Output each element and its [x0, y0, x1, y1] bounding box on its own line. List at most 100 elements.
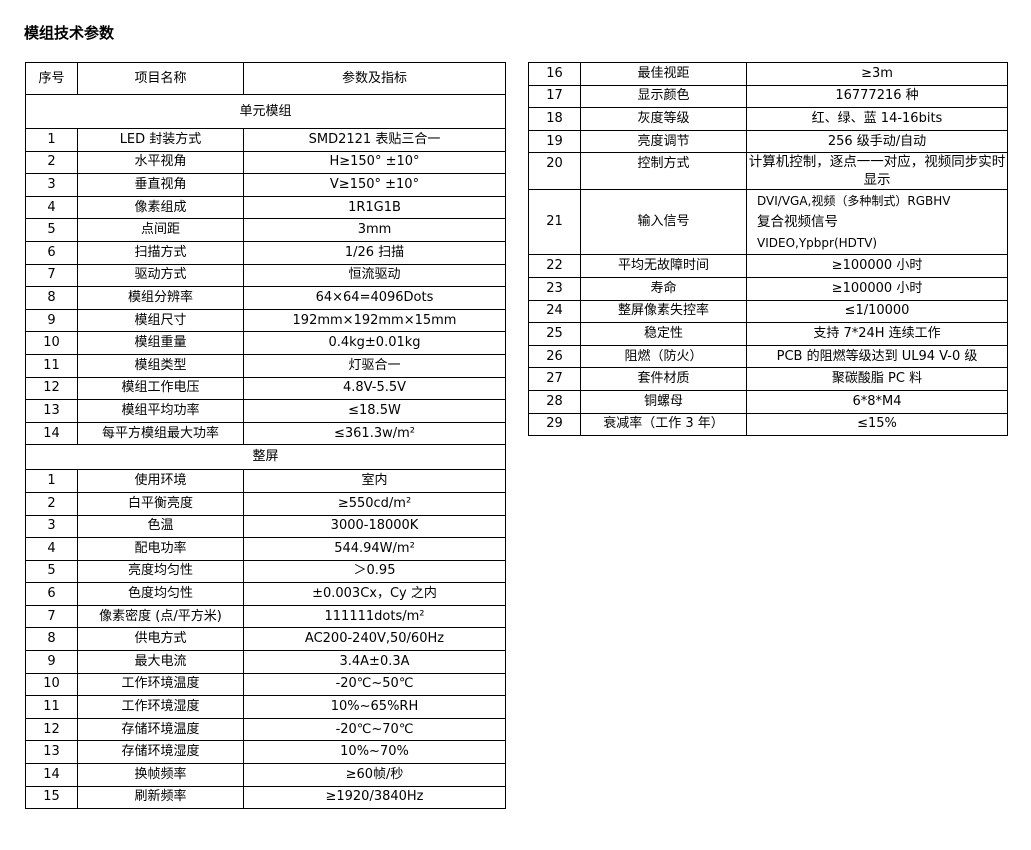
cell-item: 刷新频率	[77, 785, 244, 810]
cell-value: 1R1G1B	[243, 195, 506, 220]
cell-item: 像素密度 (点/平方米)	[77, 604, 244, 629]
cell-value: ≤18.5W	[243, 399, 506, 423]
cell-no: 29	[528, 412, 581, 437]
cell-item: 水平视角	[77, 150, 244, 175]
cell-item: 存储环境温度	[77, 717, 244, 742]
table-row: 19 亮度调节 256 级手动/自动	[528, 129, 1008, 154]
cell-item: 平均无故障时间	[580, 254, 747, 278]
cell-value: 16777216 种	[746, 84, 1008, 109]
section-screen: 整屏	[25, 444, 506, 471]
cell-item: 点间距	[77, 218, 244, 242]
cell-value: ≥550cd/m²	[243, 491, 506, 516]
cell-value: 544.94W/m²	[243, 537, 506, 561]
cell-value: 10%~70%	[243, 740, 506, 765]
table-row: 1 使用环境 室内	[25, 469, 506, 493]
cell-no: 8	[25, 627, 78, 652]
cell-no: 15	[25, 785, 78, 810]
page-title: 模组技术参数	[24, 24, 115, 42]
cell-no: 1	[25, 128, 78, 152]
cell-item: 存储环境湿度	[77, 740, 244, 765]
cell-no: 19	[528, 129, 581, 154]
cell-item: 衰减率（工作 3 年）	[580, 412, 747, 437]
cell-item: 垂直视角	[77, 173, 244, 197]
cell-no: 20	[528, 152, 581, 191]
cell-no: 5	[25, 559, 78, 584]
cell-no: 4	[25, 195, 78, 220]
table-row: 16 最佳视距 ≥3m	[528, 62, 1008, 86]
table-row: 1 LED 封装方式 SMD2121 表贴三合一	[25, 128, 506, 152]
cell-item: 最佳视距	[580, 62, 747, 86]
cell-item: 像素组成	[77, 195, 244, 220]
cell-item: 色温	[77, 514, 244, 539]
cell-value: 室内	[243, 469, 506, 493]
cell-item: 铜螺母	[580, 389, 747, 414]
table-row: 14 每平方模组最大功率 ≤361.3w/m²	[25, 421, 506, 446]
cell-no: 14	[25, 421, 78, 446]
cell-value: ＞0.95	[243, 559, 506, 584]
cell-value: 支持 7*24H 连续工作	[746, 322, 1008, 346]
cell-no: 26	[528, 344, 581, 369]
table-row: 11 工作环境湿度 10%~65%RH	[25, 695, 506, 719]
cell-item: 模组平均功率	[77, 399, 244, 423]
table-row: 29 衰减率（工作 3 年） ≤15%	[528, 412, 1008, 437]
cell-no: 25	[528, 322, 581, 346]
table-row: 7 像素密度 (点/平方米) 111111dots/m²	[25, 604, 506, 629]
cell-item: 亮度调节	[580, 129, 747, 154]
cell-item: 工作环境温度	[77, 672, 244, 697]
table-row: 8 模组分辨率 64×64=4096Dots	[25, 286, 506, 310]
cell-item: 套件材质	[580, 367, 747, 391]
table-row: 27 套件材质 聚碳酸脂 PC 料	[528, 367, 1008, 391]
cell-item: 扫描方式	[77, 240, 244, 265]
cell-value: ≤361.3w/m²	[243, 421, 506, 446]
cell-no: 4	[25, 537, 78, 561]
table-row: 5 亮度均匀性 ＞0.95	[25, 559, 506, 584]
cell-no: 13	[25, 399, 78, 423]
cell-item: 模组重量	[77, 331, 244, 355]
cell-value: ≥60帧/秒	[243, 763, 506, 787]
cell-no: 2	[25, 491, 78, 516]
cell-no: 3	[25, 514, 78, 539]
cell-no: 22	[528, 254, 581, 278]
cell-no: 11	[25, 353, 78, 378]
cell-item: 每平方模组最大功率	[77, 421, 244, 446]
cell-item: 驱动方式	[77, 263, 244, 288]
cell-item: 显示颜色	[580, 84, 747, 109]
table-row: 5 点间距 3mm	[25, 218, 506, 242]
cell-no: 16	[528, 62, 581, 86]
table-row: 17 显示颜色 16777216 种	[528, 84, 1008, 109]
cell-item: 灰度等级	[580, 107, 747, 131]
cell-item: 模组类型	[77, 353, 244, 378]
table-row: 2 白平衡亮度 ≥550cd/m²	[25, 491, 506, 516]
cell-value: ≥3m	[746, 62, 1008, 86]
cell-item: 模组分辨率	[77, 286, 244, 310]
cell-no: 6	[25, 240, 78, 265]
table-row: 7 驱动方式 恒流驱动	[25, 263, 506, 288]
table-row: 6 色度均匀性 ±0.003Cx，Cy 之内	[25, 582, 506, 606]
table-row: 9 最大电流 3.4A±0.3A	[25, 650, 506, 674]
cell-value: DVI/VGA,视频（多种制式）RGBHV 复合视频信号 VIDEO,Ypbpr(H…	[746, 189, 1008, 256]
cell-value: 计算机控制，逐点一一对应，视频同步实时显示	[746, 152, 1008, 191]
cell-no: 27	[528, 367, 581, 391]
cell-no: 17	[528, 84, 581, 109]
cell-item: 亮度均匀性	[77, 559, 244, 584]
header-value: 参数及指标	[243, 62, 506, 95]
header-item: 项目名称	[77, 62, 244, 95]
cell-no: 3	[25, 173, 78, 197]
table-row: 3 垂直视角 V≥150° ±10°	[25, 173, 506, 197]
cell-item: 配电功率	[77, 537, 244, 561]
cell-value: H≥150° ±10°	[243, 150, 506, 175]
table-row: 20 控制方式 计算机控制，逐点一一对应，视频同步实时显示	[528, 152, 1008, 191]
table-row: 14 换帧频率 ≥60帧/秒	[25, 763, 506, 787]
cell-item: 模组工作电压	[77, 376, 244, 401]
cell-no: 12	[25, 376, 78, 401]
cell-value: 灯驱合一	[243, 353, 506, 378]
cell-value: 恒流驱动	[243, 263, 506, 288]
cell-item: 模组尺寸	[77, 308, 244, 333]
cell-no: 7	[25, 604, 78, 629]
table-row: 4 像素组成 1R1G1B	[25, 195, 506, 220]
cell-item: 阻燃（防火）	[580, 344, 747, 369]
cell-value: 1/26 扫描	[243, 240, 506, 265]
table-row: 25 稳定性 支持 7*24H 连续工作	[528, 322, 1008, 346]
table-row: 22 平均无故障时间 ≥100000 小时	[528, 254, 1008, 278]
table-row: 3 色温 3000-18000K	[25, 514, 506, 539]
